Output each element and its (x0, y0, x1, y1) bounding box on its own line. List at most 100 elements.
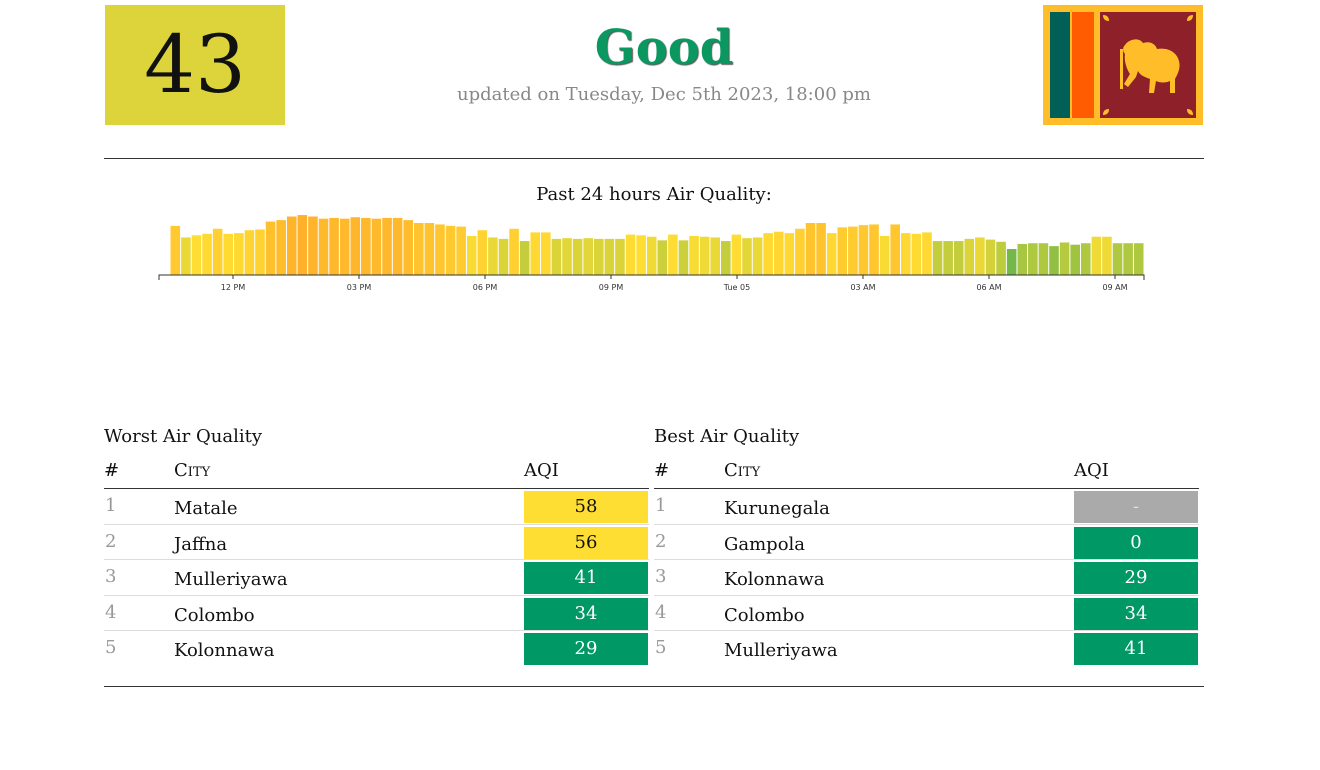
chart-bar[interactable] (911, 233, 922, 275)
chart-bar[interactable] (848, 226, 858, 275)
chart-bar[interactable] (265, 221, 276, 275)
chart-bar[interactable] (985, 239, 996, 275)
row-city[interactable]: Gampola (724, 533, 806, 555)
chart-bar[interactable] (1112, 243, 1123, 275)
chart-bar[interactable] (689, 236, 699, 275)
chart-bar[interactable] (414, 223, 424, 275)
chart-bar[interactable] (932, 241, 943, 275)
chart-bar[interactable] (583, 238, 593, 275)
chart-bar[interactable] (922, 232, 932, 275)
chart-bar[interactable] (445, 225, 456, 275)
chart-bar[interactable] (477, 230, 488, 275)
chart-bar[interactable] (255, 229, 265, 276)
chart-bar[interactable] (509, 228, 519, 275)
chart-bar[interactable] (371, 218, 382, 275)
chart-bar[interactable] (1028, 243, 1038, 275)
row-city[interactable]: Mulleriyawa (174, 569, 288, 590)
chart-bar[interactable] (1091, 236, 1102, 275)
chart-bar[interactable] (318, 218, 329, 275)
chart-bar[interactable] (234, 233, 244, 275)
chart-bar[interactable] (975, 237, 985, 275)
chart-bar[interactable] (752, 237, 763, 275)
table-row[interactable]: 1 Matale 58 (104, 489, 649, 525)
table-row[interactable]: 3 Mulleriyawa 41 (104, 560, 649, 596)
chart-bar[interactable] (879, 236, 890, 275)
chart-bar[interactable] (721, 241, 731, 275)
chart-bar[interactable] (466, 236, 477, 275)
chart-bar[interactable] (181, 237, 191, 275)
table-row[interactable]: 5 Mulleriyawa 41 (654, 631, 1199, 667)
table-row[interactable]: 2 Jaffna 56 (104, 525, 649, 560)
chart-bar[interactable] (339, 218, 350, 275)
chart-bar[interactable] (678, 240, 689, 275)
table-row[interactable]: 5 Kolonnawa 29 (104, 631, 649, 667)
chart-bar[interactable] (212, 228, 223, 275)
chart-bar[interactable] (657, 240, 668, 275)
chart-bar[interactable] (625, 234, 636, 275)
chart-bar[interactable] (763, 233, 773, 275)
chart-bar[interactable] (1038, 243, 1049, 275)
chart-bar[interactable] (710, 237, 721, 275)
chart-bar[interactable] (424, 223, 435, 275)
row-city[interactable]: Matale (174, 498, 238, 519)
chart-bar[interactable] (286, 216, 297, 276)
chart-bar[interactable] (964, 238, 975, 275)
chart-bar[interactable] (170, 225, 181, 275)
chart-bar[interactable] (308, 216, 318, 276)
chart-bar[interactable] (615, 238, 625, 275)
chart-bar[interactable] (223, 233, 234, 275)
row-city[interactable]: Colombo (724, 604, 805, 626)
chart-bar[interactable] (668, 234, 678, 275)
chart-bar[interactable] (382, 217, 392, 275)
chart-bar[interactable] (1102, 236, 1112, 275)
chart-bar[interactable] (784, 233, 795, 275)
chart-bar[interactable] (1059, 242, 1070, 276)
chart-bar[interactable] (795, 228, 805, 275)
row-city[interactable]: Mulleriyawa (724, 640, 838, 661)
chart-bar[interactable] (1006, 249, 1017, 275)
row-city[interactable]: Jaffna (174, 533, 228, 555)
row-city[interactable]: Colombo (174, 604, 255, 626)
chart-bar[interactable] (890, 224, 900, 275)
chart-bar[interactable] (276, 220, 286, 275)
chart-bar[interactable] (816, 223, 826, 275)
chart-bar[interactable] (901, 233, 911, 275)
chart-bar[interactable] (456, 226, 466, 275)
row-city[interactable]: Kolonnawa (724, 569, 825, 590)
table-row[interactable]: 2 Gampola 0 (654, 525, 1199, 560)
chart-bar[interactable] (943, 241, 953, 275)
row-city[interactable]: Kolonnawa (174, 640, 275, 661)
chart-bar[interactable] (858, 225, 869, 275)
chart-bar[interactable] (541, 232, 551, 275)
chart-bar[interactable] (593, 238, 604, 275)
chart-bar[interactable] (1123, 243, 1133, 275)
chart-bar[interactable] (329, 217, 339, 275)
chart-bar[interactable] (604, 238, 615, 275)
chart-bar[interactable] (530, 232, 541, 275)
chart-bar[interactable] (826, 233, 837, 275)
chart-bar[interactable] (519, 241, 530, 275)
chart-bar[interactable] (837, 227, 848, 275)
chart-bar[interactable] (350, 217, 361, 275)
chart-bar[interactable] (869, 224, 879, 275)
chart-bar[interactable] (361, 217, 371, 275)
chart-bar[interactable] (742, 238, 752, 275)
chart-bar[interactable] (202, 233, 212, 275)
chart-bar[interactable] (244, 230, 255, 275)
chart-bar[interactable] (805, 223, 816, 275)
chart-bar[interactable] (699, 236, 710, 275)
chart-bar[interactable] (1070, 244, 1080, 275)
chart-bar[interactable] (191, 235, 202, 275)
chart-bar[interactable] (996, 241, 1006, 275)
chart-bar[interactable] (1080, 243, 1091, 275)
chart-bar[interactable] (1133, 243, 1144, 275)
chart-bar[interactable] (953, 241, 964, 275)
table-row[interactable]: 4 Colombo 34 (104, 596, 649, 631)
chart-bar[interactable] (562, 238, 572, 275)
chart-bar[interactable] (403, 220, 413, 275)
row-city[interactable]: Kurunegala (724, 498, 830, 519)
chart-bar[interactable] (636, 235, 646, 275)
chart-bar[interactable] (1017, 243, 1028, 275)
table-row[interactable]: 4 Colombo 34 (654, 596, 1199, 631)
chart-bar[interactable] (572, 238, 583, 275)
